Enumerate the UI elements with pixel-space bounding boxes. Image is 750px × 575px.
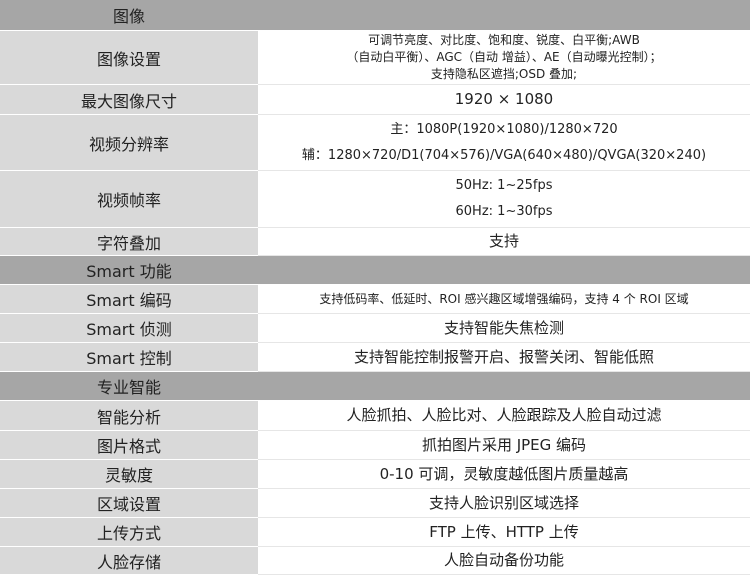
- spec-row: Smart 编码 支持低码率、低延时、ROI 感兴趣区域增强编码，支持 4 个 R…: [0, 285, 750, 314]
- spec-value: FTP 上传、HTTP 上传: [258, 518, 750, 546]
- spec-label: 视频分辨率: [0, 115, 258, 171]
- value-line: 支持隐私区遮挡;OSD 叠加;: [430, 66, 578, 81]
- spec-value: 0-10 可调，灵敏度越低图片质量越高: [258, 460, 750, 488]
- value-line: 支持智能控制报警开启、报警关闭、智能低照: [353, 347, 654, 366]
- section-header: 图像: [0, 0, 750, 31]
- value-line: 支持低码率、低延时、ROI 感兴趣区域增强编码，支持 4 个 ROI 区域: [319, 291, 689, 306]
- spec-label: 最大图像尺寸: [0, 85, 258, 115]
- spec-value: 人脸自动备份功能: [258, 547, 750, 574]
- spec-row: Smart 控制 支持智能控制报警开启、报警关闭、智能低照: [0, 343, 750, 372]
- spec-row: 图片格式 抓拍图片采用 JPEG 编码: [0, 431, 750, 460]
- spec-label: 图像设置: [0, 31, 258, 85]
- spec-value: 支持: [258, 228, 750, 255]
- spec-label: 区域设置: [0, 489, 258, 518]
- spec-row: 最大图像尺寸 1920 × 1080: [0, 85, 750, 115]
- spec-value: 50Hz: 1~25fps 60Hz: 1~30fps: [258, 171, 750, 227]
- value-line: 支持人脸识别区域选择: [428, 493, 579, 512]
- spec-label: Smart 侦测: [0, 314, 258, 343]
- value-line: 0-10 可调，灵敏度越低图片质量越高: [379, 464, 629, 483]
- spec-row: 视频帧率 50Hz: 1~25fps 60Hz: 1~30fps: [0, 171, 750, 228]
- value-line: 人脸自动备份功能: [443, 551, 564, 570]
- spec-value: 抓拍图片采用 JPEG 编码: [258, 431, 750, 459]
- spec-value: 支持智能控制报警开启、报警关闭、智能低照: [258, 343, 750, 371]
- spec-value: 支持人脸识别区域选择: [258, 489, 750, 517]
- value-line: 1920 × 1080: [454, 90, 554, 109]
- section-title: 专业智能: [96, 378, 161, 397]
- spec-row: 智能分析 人脸抓拍、人脸比对、人脸跟踪及人脸自动过滤: [0, 401, 750, 431]
- spec-value: 主：1080P(1920×1080)/1280×720 辅：1280×720/D1…: [258, 115, 750, 170]
- spec-row: 区域设置 支持人脸识别区域选择: [0, 489, 750, 518]
- spec-row: 人脸存储 人脸自动备份功能: [0, 547, 750, 575]
- value-line: 支持智能失焦检测: [443, 318, 564, 337]
- value-line: 可调节亮度、对比度、饱和度、锐度、白平衡;AWB: [368, 33, 640, 48]
- spec-row: 字符叠加 支持: [0, 228, 750, 256]
- spec-label: Smart 控制: [0, 343, 258, 372]
- value-line: FTP 上传、HTTP 上传: [429, 522, 579, 541]
- value-line: 50Hz: 1~25fps: [455, 178, 553, 193]
- spec-label: 上传方式: [0, 518, 258, 547]
- spec-value: 支持低码率、低延时、ROI 感兴趣区域增强编码，支持 4 个 ROI 区域: [258, 285, 750, 313]
- spec-label: 灵敏度: [0, 460, 258, 489]
- spec-value: 支持智能失焦检测: [258, 314, 750, 342]
- value-line: （自动白平衡）、AGC（自动 增益）、AE（自动曝光控制）；: [346, 50, 662, 65]
- spec-value: 人脸抓拍、人脸比对、人脸跟踪及人脸自动过滤: [258, 401, 750, 430]
- spec-label: 图片格式: [0, 431, 258, 460]
- spec-row: 灵敏度 0-10 可调，灵敏度越低图片质量越高: [0, 460, 750, 489]
- spec-label: 人脸存储: [0, 547, 258, 575]
- spec-value: 1920 × 1080: [258, 85, 750, 114]
- value-line: 抓拍图片采用 JPEG 编码: [421, 435, 587, 454]
- section-title: Smart 功能: [86, 262, 172, 281]
- value-line: 人脸抓拍、人脸比对、人脸跟踪及人脸自动过滤: [346, 406, 662, 425]
- spec-row: 图像设置 可调节亮度、对比度、饱和度、锐度、白平衡;AWB （自动白平衡）、AGC（…: [0, 31, 750, 85]
- value-line: 主：1080P(1920×1080)/1280×720: [390, 121, 618, 137]
- section-header: 专业智能: [0, 372, 750, 401]
- spec-row: 视频分辨率 主：1080P(1920×1080)/1280×720 辅：1280×7…: [0, 115, 750, 171]
- value-line: 支持: [488, 232, 519, 251]
- spec-value: 可调节亮度、对比度、饱和度、锐度、白平衡;AWB （自动白平衡）、AGC（自动 增…: [258, 31, 750, 84]
- value-line: 60Hz: 1~30fps: [455, 204, 553, 219]
- spec-label: 视频帧率: [0, 171, 258, 228]
- spec-label: Smart 编码: [0, 285, 258, 314]
- section-title: 图像: [112, 7, 145, 26]
- spec-row: Smart 侦测 支持智能失焦检测: [0, 314, 750, 343]
- value-line: 辅：1280×720/D1(704×576)/VGA(640×480)/QVGA…: [301, 147, 707, 163]
- spec-label: 字符叠加: [0, 228, 258, 256]
- spec-row: 上传方式 FTP 上传、HTTP 上传: [0, 518, 750, 547]
- spec-label: 智能分析: [0, 401, 258, 431]
- section-header: Smart 功能: [0, 256, 750, 285]
